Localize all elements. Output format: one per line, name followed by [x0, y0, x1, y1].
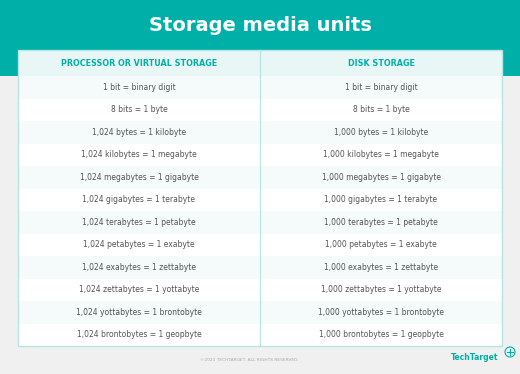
Text: Storage media units: Storage media units [149, 15, 371, 34]
Text: PROCESSOR OR VIRTUAL STORAGE: PROCESSOR OR VIRTUAL STORAGE [61, 58, 217, 67]
Bar [0, 0, 520, 50]
Bar [18, 188, 502, 211]
Text: 1,024 kilobytes = 1 megabyte: 1,024 kilobytes = 1 megabyte [81, 150, 197, 159]
Text: 8 bits = 1 byte: 8 bits = 1 byte [353, 105, 409, 114]
Text: 1,024 bytes = 1 kilobyte: 1,024 bytes = 1 kilobyte [92, 128, 186, 137]
Text: 1,024 terabytes = 1 petabyte: 1,024 terabytes = 1 petabyte [82, 218, 196, 227]
Text: 1,024 yottabytes = 1 brontobyte: 1,024 yottabytes = 1 brontobyte [76, 308, 202, 317]
Text: 1,000 zettabytes = 1 yottabyte: 1,000 zettabytes = 1 yottabyte [321, 285, 441, 294]
Bar [18, 50, 502, 346]
Bar [18, 166, 502, 188]
Bar [0, 50, 520, 76]
Text: 1,000 terabytes = 1 petabyte: 1,000 terabytes = 1 petabyte [324, 218, 438, 227]
Text: 1,024 exabytes = 1 zettabyte: 1,024 exabytes = 1 zettabyte [82, 263, 196, 272]
Bar [18, 76, 502, 98]
Text: 1,000 brontobytes = 1 geopbyte: 1,000 brontobytes = 1 geopbyte [319, 330, 444, 339]
Text: 1,000 yottabytes = 1 brontobyte: 1,000 yottabytes = 1 brontobyte [318, 308, 444, 317]
Text: 1,024 petabytes = 1 exabyte: 1,024 petabytes = 1 exabyte [83, 240, 195, 249]
Text: TechTarget: TechTarget [450, 353, 498, 362]
Text: 1,000 petabytes = 1 exabyte: 1,000 petabytes = 1 exabyte [325, 240, 437, 249]
Bar [18, 98, 502, 121]
Text: 1,000 exabytes = 1 zettabyte: 1,000 exabytes = 1 zettabyte [324, 263, 438, 272]
Bar [18, 256, 502, 279]
Text: 1,024 megabytes = 1 gigabyte: 1,024 megabytes = 1 gigabyte [80, 173, 199, 182]
Bar [18, 301, 502, 324]
Bar [18, 233, 502, 256]
Text: 1,024 brontobytes = 1 geopbyte: 1,024 brontobytes = 1 geopbyte [76, 330, 201, 339]
Bar [18, 324, 502, 346]
Text: 1,000 gigabytes = 1 terabyte: 1,000 gigabytes = 1 terabyte [324, 195, 437, 204]
Bar [18, 50, 502, 76]
Text: 1 bit = binary digit: 1 bit = binary digit [102, 83, 175, 92]
Bar [18, 144, 502, 166]
Bar [18, 279, 502, 301]
Bar [18, 50, 502, 346]
Bar [18, 211, 502, 233]
Bar [18, 121, 502, 144]
Text: 1,000 bytes = 1 kilobyte: 1,000 bytes = 1 kilobyte [334, 128, 428, 137]
Text: 8 bits = 1 byte: 8 bits = 1 byte [111, 105, 167, 114]
Text: 1,024 gigabytes = 1 terabyte: 1,024 gigabytes = 1 terabyte [83, 195, 196, 204]
Text: 1 bit = binary digit: 1 bit = binary digit [345, 83, 418, 92]
Text: 1,000 kilobytes = 1 megabyte: 1,000 kilobytes = 1 megabyte [323, 150, 439, 159]
Text: ©2021 TECHTARGET. ALL RIGHTS RESERVED.: ©2021 TECHTARGET. ALL RIGHTS RESERVED. [200, 358, 299, 362]
Text: 1,024 zettabytes = 1 yottabyte: 1,024 zettabytes = 1 yottabyte [79, 285, 199, 294]
Text: 1,000 megabytes = 1 gigabyte: 1,000 megabytes = 1 gigabyte [321, 173, 440, 182]
Text: DISK STORAGE: DISK STORAGE [347, 58, 414, 67]
